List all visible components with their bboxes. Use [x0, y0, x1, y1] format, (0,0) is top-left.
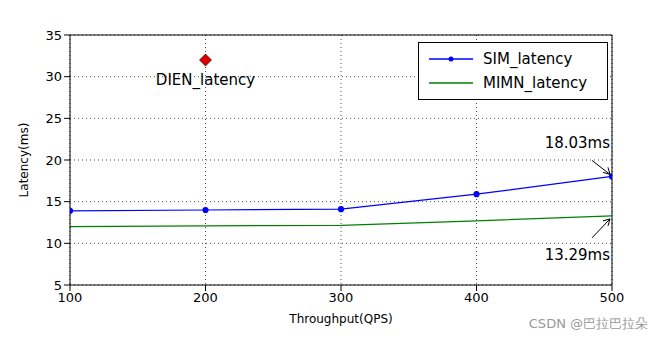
svg-text:300: 300	[329, 290, 354, 305]
svg-text:10: 10	[45, 236, 62, 251]
svg-text:20: 20	[45, 153, 62, 168]
svg-text:5: 5	[54, 278, 62, 293]
svg-text:DIEN_latency: DIEN_latency	[156, 71, 255, 90]
svg-text:25: 25	[45, 111, 62, 126]
html-text:CSDN @巴拉巴拉朵: CSDN @巴拉巴拉朵	[528, 316, 648, 331]
svg-text:15: 15	[45, 194, 62, 209]
svg-text:500: 500	[600, 290, 625, 305]
svg-text:35: 35	[45, 28, 62, 43]
html-text:MIMN_latency: MIMN_latency	[483, 74, 588, 92]
svg-text:30: 30	[45, 69, 62, 84]
svg-text:400: 400	[464, 290, 489, 305]
svg-text:18.03ms: 18.03ms	[545, 134, 611, 152]
svg-text:13.29ms: 13.29ms	[545, 246, 611, 264]
svg-text:200: 200	[193, 290, 218, 305]
svg-text:Throughput(QPS): Throughput(QPS)	[288, 312, 392, 326]
svg-text:100: 100	[57, 290, 83, 306]
html-text:SIM_latency: SIM_latency	[483, 50, 573, 68]
svg-text:Latency(ms): Latency(ms)	[17, 123, 31, 198]
